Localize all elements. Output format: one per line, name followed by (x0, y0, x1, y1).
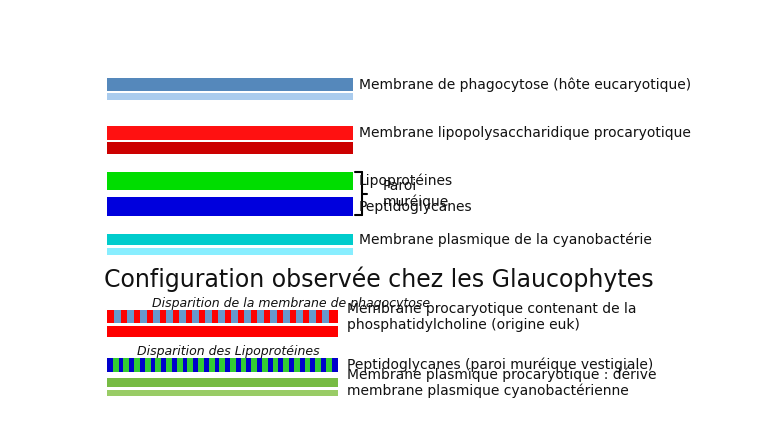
Text: Configuration observée chez les Glaucophytes: Configuration observée chez les Glaucoph… (105, 266, 654, 292)
Bar (273, 358, 278, 372)
Text: Membrane lipopolysaccharidique procaryotique: Membrane lipopolysaccharidique procaryot… (359, 126, 691, 140)
Bar (219, 358, 225, 372)
Bar (218, 310, 225, 324)
Bar (179, 310, 186, 324)
Bar (107, 142, 353, 154)
Bar (107, 234, 353, 245)
Bar (112, 358, 118, 372)
Text: Membrane de phagocytose (hôte eucaryotique): Membrane de phagocytose (hôte eucaryotiq… (359, 77, 691, 92)
Bar (244, 310, 251, 324)
Bar (187, 358, 193, 372)
Text: Membrane plasmique de la cyanobactérie: Membrane plasmique de la cyanobactérie (359, 232, 652, 247)
Text: Disparition des Lipoprotéines: Disparition des Lipoprotéines (138, 345, 320, 358)
Bar (296, 310, 303, 324)
Bar (123, 358, 129, 372)
Bar (198, 358, 204, 372)
Bar (134, 358, 140, 372)
Bar (166, 358, 172, 372)
Bar (241, 358, 247, 372)
Bar (230, 358, 236, 372)
Text: Membrane procaryotique contenant de la
phosphatidylcholine (origine euk): Membrane procaryotique contenant de la p… (347, 302, 636, 332)
Bar (107, 358, 338, 372)
Bar (114, 310, 121, 324)
Bar (322, 310, 329, 324)
Bar (231, 310, 238, 324)
Bar (176, 358, 183, 372)
Bar (309, 310, 316, 324)
Bar (205, 310, 212, 324)
Bar (107, 378, 338, 387)
Text: Membrane plasmique procaryotique : dérive
membrane plasmique cyanobactérienne: Membrane plasmique procaryotique : dériv… (347, 367, 656, 398)
Bar (251, 358, 257, 372)
Text: Lipoprotéines: Lipoprotéines (359, 174, 453, 188)
Bar (316, 358, 321, 372)
Bar (107, 390, 338, 396)
Bar (270, 310, 277, 324)
Bar (155, 358, 161, 372)
Bar (257, 310, 264, 324)
Bar (107, 248, 353, 255)
Bar (127, 310, 134, 324)
Text: Peptidoglycanes: Peptidoglycanes (359, 200, 473, 214)
Bar (166, 310, 173, 324)
Bar (262, 358, 268, 372)
Text: muréique: muréique (383, 194, 449, 209)
Bar (107, 173, 353, 190)
Bar (209, 358, 215, 372)
Bar (153, 310, 160, 324)
Bar (140, 310, 147, 324)
Bar (294, 358, 299, 372)
Bar (107, 93, 353, 100)
Bar (144, 358, 151, 372)
Bar (107, 126, 353, 139)
Bar (107, 310, 338, 324)
Bar (305, 358, 310, 372)
Bar (283, 310, 290, 324)
Bar (283, 358, 289, 372)
Text: Paroi: Paroi (383, 179, 417, 193)
Text: Peptidoglycanes (paroi muréique vestigiale): Peptidoglycanes (paroi muréique vestigia… (347, 358, 653, 372)
Bar (192, 310, 199, 324)
Bar (107, 78, 353, 91)
Text: Disparition de la membrane de phagocytose: Disparition de la membrane de phagocytos… (152, 297, 430, 310)
Bar (107, 326, 338, 337)
Bar (325, 358, 332, 372)
Bar (107, 197, 353, 216)
